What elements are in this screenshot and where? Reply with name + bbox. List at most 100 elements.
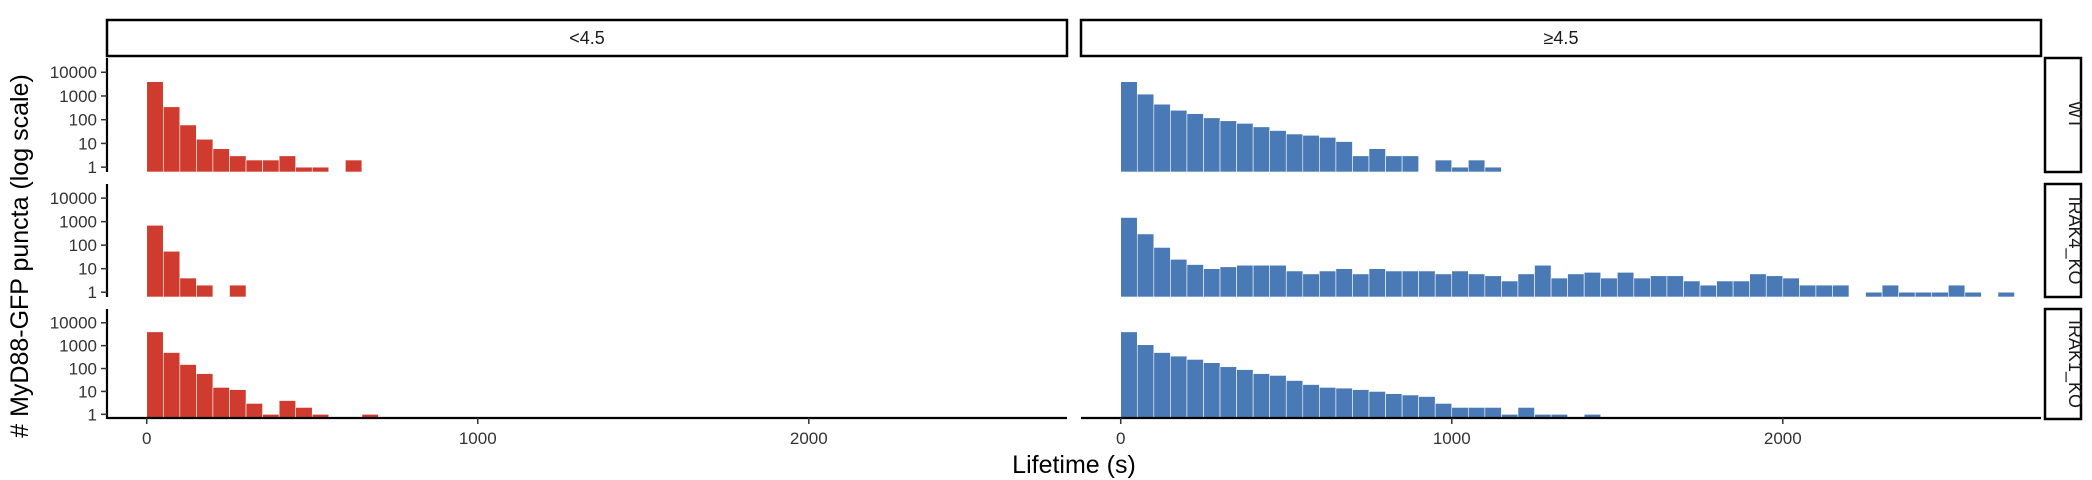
histogram-bar — [1534, 264, 1552, 298]
histogram-bars — [146, 81, 2015, 420]
histogram-bar — [1252, 373, 1270, 420]
histogram-bar — [1153, 352, 1171, 420]
histogram-bar — [1269, 264, 1287, 298]
histogram-bar — [229, 389, 247, 420]
histogram-bar — [1285, 133, 1304, 173]
histogram-bar — [1501, 280, 1519, 298]
histogram-bar — [1765, 275, 1784, 298]
histogram-bar — [229, 284, 247, 298]
strip-box — [1079, 18, 2043, 58]
histogram-bar — [1931, 291, 1949, 298]
x-tick-label: 2000 — [1764, 429, 1802, 448]
histogram-bar — [1203, 268, 1221, 298]
y-tick-label: 10 — [78, 260, 97, 279]
histogram-bar — [1616, 272, 1635, 298]
histogram-bar — [162, 250, 181, 298]
strip-box — [2043, 182, 2083, 299]
histogram-bar — [1517, 273, 1535, 298]
histogram-bar — [1170, 259, 1188, 298]
histogram-bar — [1186, 113, 1204, 173]
histogram-bar — [179, 124, 197, 173]
histogram-bar — [1683, 280, 1701, 298]
panel-wt-lt4-5 — [146, 81, 363, 173]
y-tick-label: 10000 — [50, 189, 97, 208]
histogram-bar — [1269, 130, 1287, 173]
histogram-bar — [1699, 284, 1717, 298]
histogram-bar — [229, 155, 247, 173]
histogram-bar — [245, 403, 263, 420]
histogram-bar — [1732, 280, 1750, 298]
histogram-bar — [1948, 284, 1966, 298]
histogram-bar — [1252, 126, 1270, 173]
y-tick-label: 10000 — [50, 63, 97, 82]
histogram-bar — [146, 331, 164, 420]
strip-irak4-ko: IRAK4_KO — [2043, 182, 2085, 299]
histogram-bar — [1252, 264, 1270, 298]
panel-irak4-ko-lt4-5 — [146, 224, 247, 298]
histogram-bar — [1666, 275, 1684, 298]
histogram-bar — [1997, 291, 2015, 298]
histogram-bar — [1368, 268, 1386, 298]
panel-irak1-ko-ge4-5 — [1120, 331, 1602, 420]
y-axis-title: # MyD88-GFP puncta (log scale) — [6, 74, 34, 438]
histogram-bar — [1120, 331, 1138, 420]
y-tick-label: 1000 — [59, 213, 97, 232]
histogram-bar — [1815, 284, 1833, 298]
histogram-bar — [1236, 369, 1254, 420]
y-tick-label: 10 — [78, 134, 97, 153]
strip-label: IRAK4_KO — [2064, 196, 2085, 284]
histogram-bar — [1385, 270, 1403, 298]
x-tick-label: 0 — [142, 429, 151, 448]
y-tick-label: 1 — [88, 158, 97, 177]
histogram-bar — [212, 387, 230, 420]
histogram-bar — [1716, 280, 1734, 298]
histogram-bar — [1434, 273, 1453, 298]
histogram-bar — [1468, 273, 1486, 298]
histogram-bar — [179, 277, 197, 298]
histogram-bar — [1170, 355, 1188, 420]
histogram-bar — [1236, 123, 1254, 173]
histogram-bar — [1898, 291, 1916, 298]
histogram-bar — [278, 400, 296, 420]
histogram-bar — [1484, 166, 1502, 173]
y-tick-label: 100 — [69, 360, 97, 379]
histogram-bar — [1401, 270, 1419, 298]
histogram-bar — [1335, 387, 1353, 420]
x-tick-label: 2000 — [790, 429, 828, 448]
histogram-bar — [162, 352, 181, 420]
histogram-bar — [1650, 275, 1668, 298]
histogram-bar — [1567, 273, 1585, 298]
panel-irak4-ko-ge4-5 — [1120, 217, 2015, 298]
histogram-bar — [1302, 273, 1320, 298]
histogram-bar — [1302, 135, 1320, 173]
histogram-bar — [1319, 387, 1337, 420]
histogram-bar — [1170, 109, 1188, 173]
histogram-bar — [345, 159, 363, 173]
strip-box — [2043, 56, 2083, 174]
strip-label: IRAK1_KO — [2064, 320, 2085, 408]
histogram-bar — [1302, 384, 1320, 420]
histogram-bar — [1418, 396, 1436, 420]
histogram-bar — [1319, 270, 1337, 298]
histogram-bar — [1136, 233, 1155, 298]
histogram-bar — [1468, 159, 1486, 173]
histogram-bar — [1401, 155, 1419, 173]
histogram-bar — [1153, 247, 1171, 298]
histogram-bar — [1153, 103, 1171, 173]
histogram-bar — [1335, 268, 1353, 298]
histogram-bar — [212, 148, 230, 173]
histogram-bar — [1418, 270, 1436, 298]
histogram-bar — [196, 373, 214, 420]
x-axis-title: Lifetime (s) — [1012, 451, 1136, 479]
strip-box — [2043, 307, 2083, 421]
strip-ge4-5: ≥4.5 — [1079, 18, 2043, 58]
axes: 1101001000100001101001000100001101001000… — [50, 58, 2041, 448]
y-tick-label: 10 — [78, 382, 97, 401]
y-tick-label: 100 — [69, 111, 97, 130]
histogram-bar — [1401, 394, 1419, 420]
strip-label: WT — [2065, 101, 2085, 129]
histogram-bar — [1319, 137, 1337, 173]
histogram-bar — [1136, 93, 1155, 173]
histogram-bar — [1832, 284, 1850, 298]
histogram-bar — [1782, 277, 1800, 298]
